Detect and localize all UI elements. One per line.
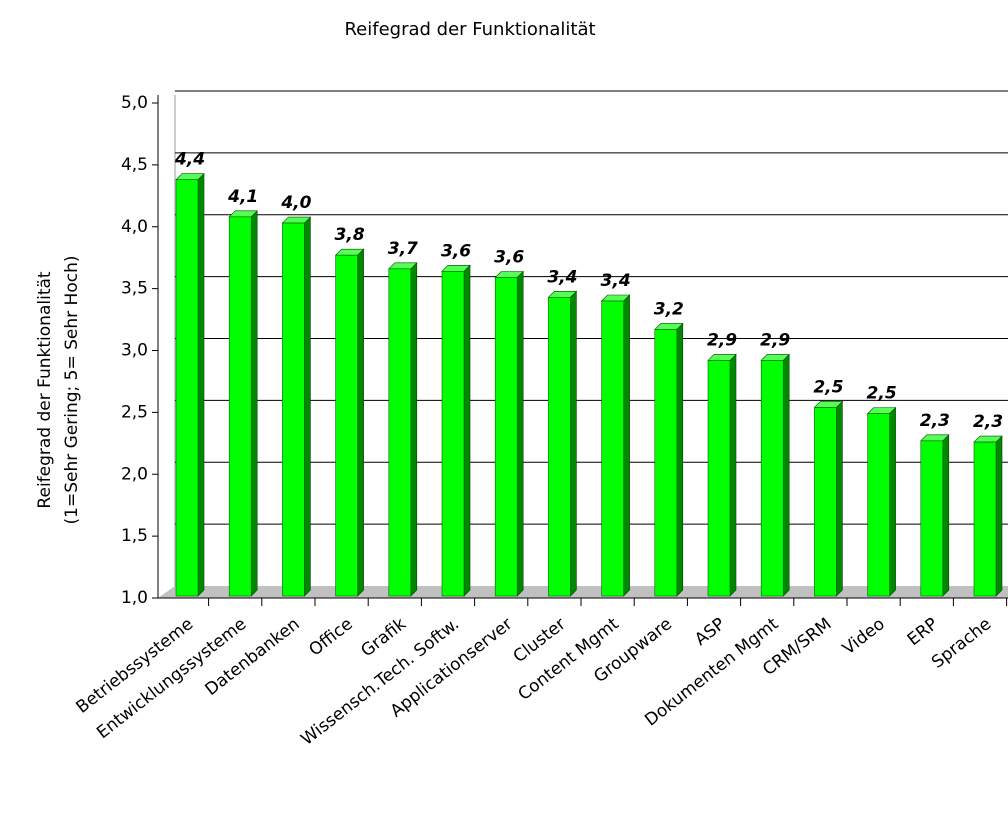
- value-label: 3,4: [547, 267, 577, 287]
- bar: [494, 277, 518, 597]
- bar-side: [942, 434, 950, 597]
- value-label: 2,5: [867, 384, 897, 404]
- value-label: 2,9: [760, 330, 790, 350]
- value-label: 2,9: [707, 330, 737, 350]
- bar: [441, 270, 465, 597]
- bar-side: [623, 294, 630, 597]
- bar-side: [676, 322, 684, 597]
- value-label: 3,4: [601, 271, 631, 291]
- value-label: 2,5: [813, 377, 843, 397]
- bar-side: [197, 173, 205, 597]
- value-label: 2,3: [920, 411, 950, 431]
- bar: [228, 216, 252, 597]
- bar-side: [304, 216, 311, 597]
- bar: [867, 413, 890, 597]
- y-tick-label: 5,0: [121, 93, 148, 113]
- bar: [548, 296, 571, 597]
- bar-side: [889, 406, 896, 597]
- bar: [654, 329, 678, 597]
- value-label: 3,6: [441, 241, 471, 261]
- bar: [282, 222, 305, 597]
- bar: [175, 179, 199, 597]
- bar-side: [250, 210, 258, 597]
- bar-side: [836, 400, 843, 597]
- bar-side: [729, 353, 737, 597]
- value-label: 3,6: [494, 247, 524, 267]
- value-label: 4,0: [280, 193, 311, 213]
- x-tick-label: ASP: [691, 614, 729, 650]
- bar: [814, 407, 837, 597]
- x-tick-label: Video: [839, 614, 889, 659]
- y-tick-label: 4,0: [121, 217, 148, 237]
- x-tick-label: Datenbanken: [202, 614, 304, 700]
- floor: [158, 586, 1008, 598]
- y-tick-label: 1,0: [121, 588, 148, 608]
- bar: [388, 268, 412, 597]
- value-label: 4,1: [227, 187, 258, 207]
- bar-side: [357, 248, 364, 597]
- value-label: 4,4: [174, 150, 205, 170]
- bar-side: [570, 290, 577, 597]
- value-label: 3,2: [654, 299, 684, 319]
- value-label: 2,3: [973, 412, 1003, 432]
- x-tick-label: Office: [305, 614, 356, 660]
- value-label: 3,7: [388, 239, 418, 259]
- y-tick-label: 3,0: [121, 341, 148, 361]
- bar: [601, 300, 624, 597]
- bar-side: [516, 270, 524, 597]
- y-axis-title: (1=Sehr Gering; 5= Sehr Hoch): [62, 256, 82, 525]
- chart-title: Reifegrad der Funktionalität: [344, 19, 595, 40]
- bar-side: [995, 435, 1003, 597]
- bar: [707, 360, 731, 597]
- bar-side: [782, 353, 790, 597]
- bar-side: [463, 264, 471, 597]
- y-tick-label: 4,5: [121, 155, 148, 175]
- bar-side: [410, 262, 418, 597]
- y-tick-label: 2,5: [121, 402, 148, 422]
- bar: [973, 441, 997, 597]
- bar: [760, 360, 784, 597]
- y-tick-label: 2,0: [121, 464, 148, 484]
- y-tick-label: 3,5: [121, 279, 148, 299]
- bar: [920, 440, 944, 597]
- bar: [335, 254, 358, 597]
- y-tick-label: 1,5: [121, 526, 148, 546]
- value-label: 3,8: [335, 225, 365, 245]
- x-tick-label: Sprache: [928, 614, 995, 673]
- y-axis-title: Reifegrad der Funktionalität: [35, 271, 55, 508]
- x-tick-label: ERP: [904, 614, 942, 650]
